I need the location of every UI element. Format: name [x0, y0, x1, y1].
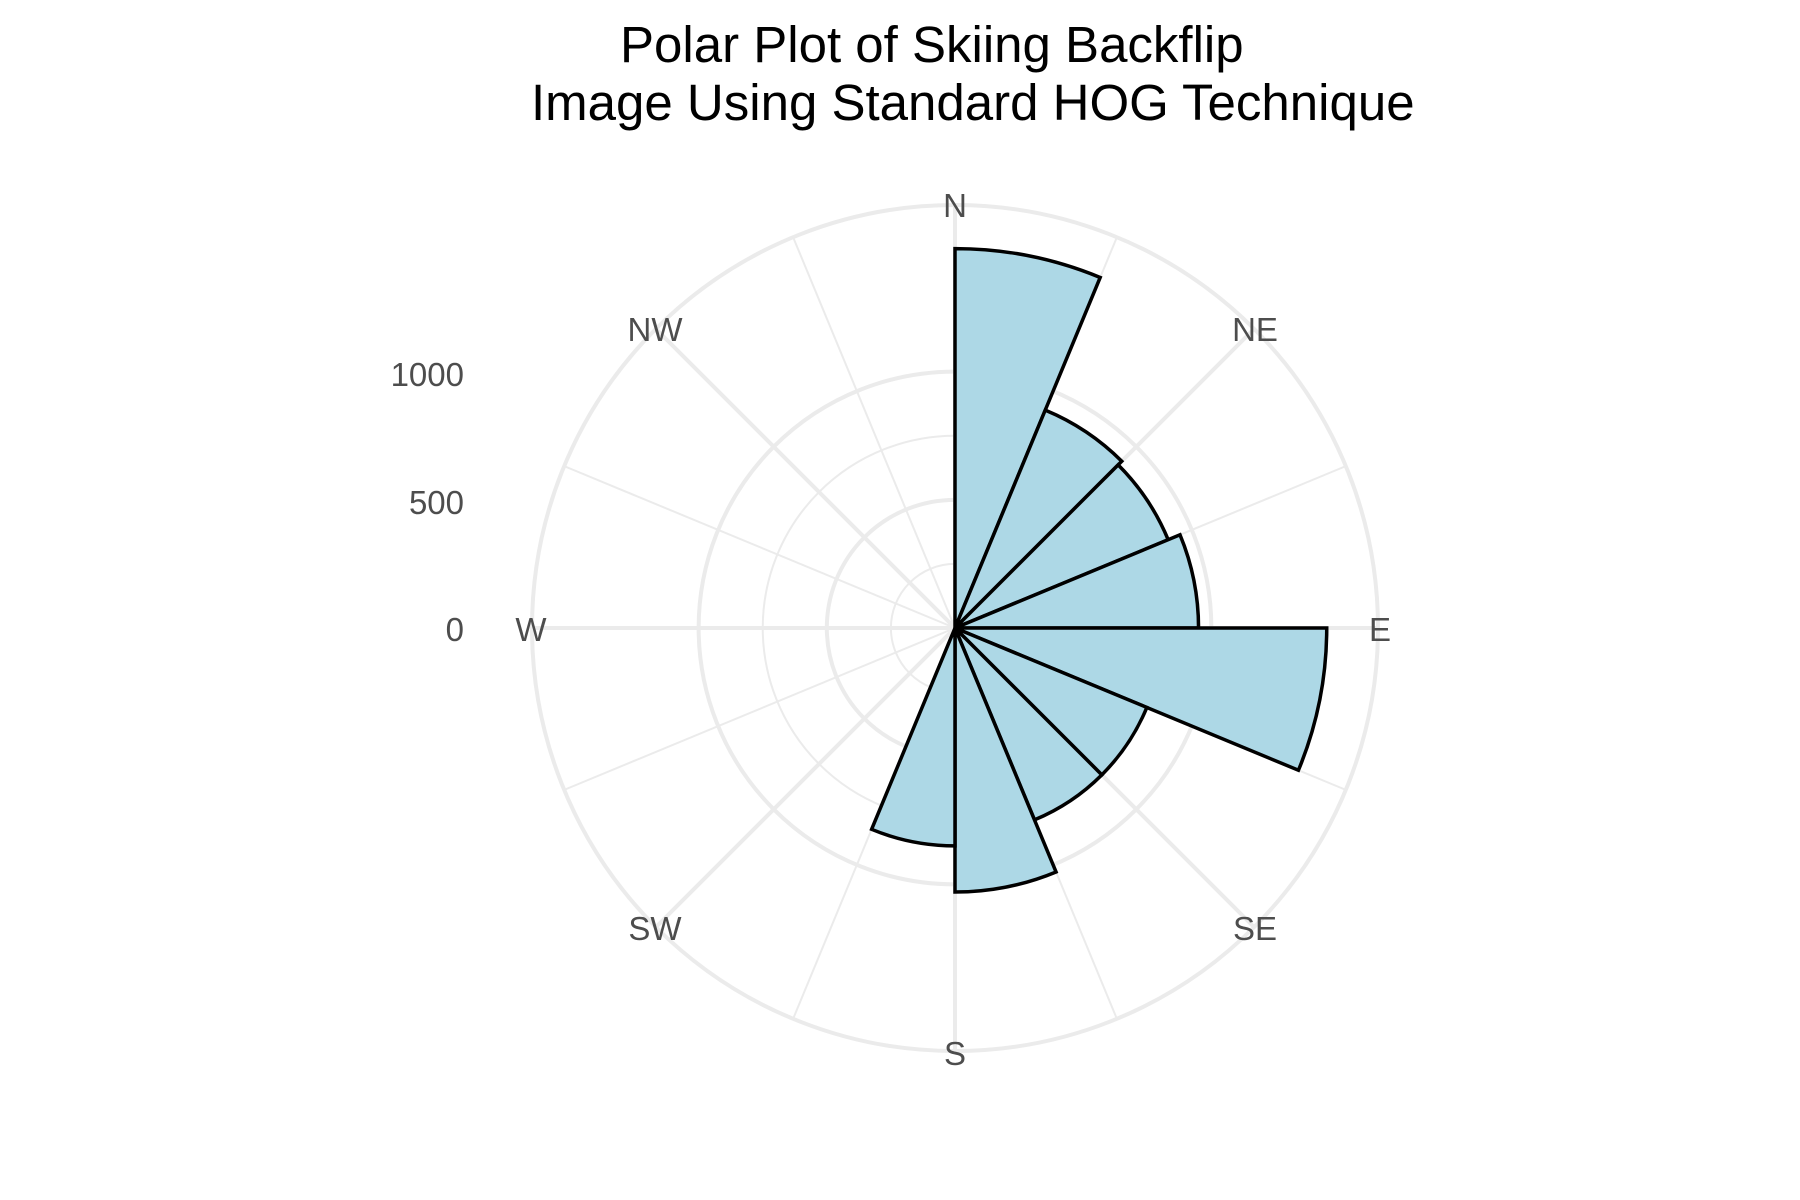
grid-spoke	[654, 626, 957, 929]
direction-label-e: E	[1369, 611, 1391, 648]
radial-tick-label-0: 0	[446, 611, 464, 648]
direction-label-w: W	[515, 611, 547, 648]
direction-label-nw: NW	[628, 311, 684, 348]
polar-bar-0	[953, 246, 1103, 629]
direction-label-s: S	[944, 1035, 966, 1072]
polar-bar-8	[869, 627, 957, 848]
radial-tick-label-500: 500	[409, 484, 464, 521]
label-layer: Polar Plot of Skiing Backflip Image Usin…	[391, 16, 1415, 1072]
bar-layer	[869, 246, 1329, 894]
polar-bar-4	[954, 626, 1329, 773]
polar-bar-7	[953, 627, 1059, 894]
chart-title-line-1: Polar Plot of Skiing Backflip	[620, 16, 1244, 73]
grid-spoke	[792, 236, 956, 629]
chart-title-line-2: Image Using Standard HOG Technique	[531, 74, 1415, 131]
direction-label-n: N	[943, 187, 967, 224]
direction-label-ne: NE	[1232, 311, 1278, 348]
grid-spoke	[654, 327, 957, 630]
grid-spoke	[563, 465, 956, 629]
direction-label-sw: SW	[628, 910, 682, 947]
radial-tick-label-1000: 1000	[391, 356, 464, 393]
direction-label-se: SE	[1233, 910, 1277, 947]
grid-spoke	[563, 627, 956, 791]
polar-bar-1	[953, 407, 1125, 630]
